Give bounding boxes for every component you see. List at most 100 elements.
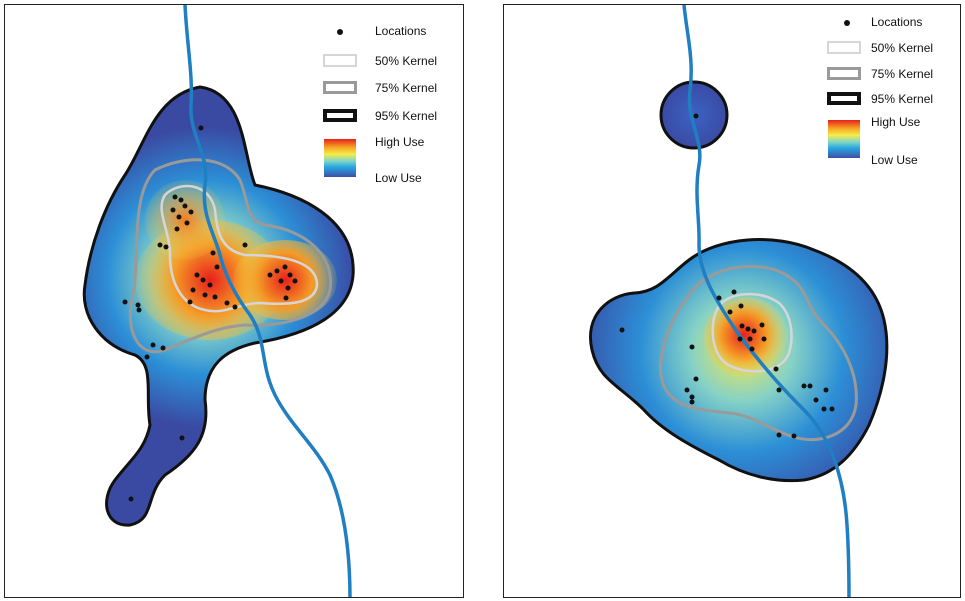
location-point: [684, 387, 690, 393]
location-point: [747, 336, 753, 342]
location-point: [619, 327, 625, 333]
location-point: [176, 214, 182, 220]
location-point: [739, 323, 745, 329]
use-color-ramp-icon: [324, 139, 356, 177]
location-point: [198, 125, 204, 131]
kernel-95-swatch-icon: [827, 92, 861, 105]
location-point: [287, 272, 293, 278]
use-color-ramp-icon: [828, 120, 860, 158]
location-point: [207, 282, 213, 288]
location-point: [292, 278, 298, 284]
location-point: [170, 207, 176, 213]
kernel-50-swatch-icon: [323, 54, 357, 67]
location-point: [163, 244, 169, 250]
legend-kernel-75-label: 75% Kernel: [871, 67, 934, 81]
hotspot-left-3: [145, 180, 225, 260]
location-points-left: [122, 125, 298, 502]
location-point: [274, 268, 280, 274]
legend-high-use-label: High Use: [871, 115, 921, 129]
location-point: [283, 295, 289, 301]
location-point: [187, 299, 193, 305]
legend-low-use-label: Low Use: [871, 153, 918, 167]
kernel-75-contour-left: [128, 158, 333, 354]
location-point: [224, 300, 230, 306]
location-point: [727, 309, 733, 315]
legend-locations-label: Locations: [871, 15, 923, 29]
location-point: [737, 336, 743, 342]
location-point: [801, 383, 807, 389]
legend-kernel-50-label: 50% Kernel: [375, 54, 438, 68]
location-point: [174, 226, 180, 232]
location-point: [773, 366, 779, 372]
location-dot-icon: [844, 20, 850, 26]
location-point: [716, 295, 722, 301]
kernel-density-map-left: [82, 5, 355, 597]
location-point: [745, 326, 751, 332]
location-point: [150, 342, 156, 348]
location-point: [122, 299, 128, 305]
location-point: [157, 242, 163, 248]
location-point: [731, 289, 737, 295]
location-point: [194, 272, 200, 278]
location-point: [160, 345, 166, 351]
location-point: [135, 302, 141, 308]
location-point: [829, 406, 835, 412]
kernel-75-swatch-icon: [827, 67, 861, 80]
location-point: [689, 394, 695, 400]
location-point: [188, 209, 194, 215]
location-point: [751, 328, 757, 334]
location-point: [212, 294, 218, 300]
legend-low-use-label: Low Use: [375, 171, 422, 185]
location-point: [202, 292, 208, 298]
location-point: [693, 376, 699, 382]
location-point: [172, 194, 178, 200]
location-point: [749, 346, 755, 352]
location-points-right: [619, 113, 835, 439]
legend-kernel-95-label: 95% Kernel: [375, 109, 438, 123]
kernel-75-contour-right: [659, 265, 858, 442]
river-left: [183, 5, 352, 597]
kernel-50-contour-right: [711, 292, 793, 373]
location-point: [821, 406, 827, 412]
location-point: [761, 336, 767, 342]
location-point: [791, 433, 797, 439]
location-point: [282, 264, 288, 270]
location-point: [823, 387, 829, 393]
legend-kernel-95-label: 95% Kernel: [871, 92, 934, 106]
hotspot-left-2: [233, 240, 337, 320]
location-point: [285, 285, 291, 291]
kernel-95-swatch-icon: [323, 109, 357, 122]
location-point: [190, 287, 196, 293]
legend-left: Locations 50% Kernel 75% Kernel 95% Kern…: [323, 23, 463, 193]
kernel-50-contour-left: [160, 184, 319, 313]
location-point: [693, 113, 699, 119]
location-point: [144, 354, 150, 360]
location-point: [210, 250, 216, 256]
map-panel-right: Locations 50% Kernel 75% Kernel 95% Kern…: [503, 4, 961, 598]
location-point: [776, 387, 782, 393]
legend-right: Locations 50% Kernel 75% Kernel 95% Kern…: [824, 15, 960, 175]
map-panel-left: Locations 50% Kernel 75% Kernel 95% Kern…: [4, 4, 464, 598]
legend-kernel-75-label: 75% Kernel: [375, 81, 438, 95]
location-point: [267, 272, 273, 278]
legend-high-use-label: High Use: [375, 135, 425, 149]
kernel-density-map-right: [589, 5, 889, 597]
location-point: [242, 242, 248, 248]
kernel-50-swatch-icon: [827, 41, 861, 54]
hotspot-right-1: [704, 297, 788, 377]
location-point: [738, 303, 744, 309]
location-point: [179, 435, 185, 441]
location-point: [214, 264, 220, 270]
legend-locations-label: Locations: [375, 24, 427, 38]
location-point: [184, 220, 190, 226]
legend-kernel-50-label: 50% Kernel: [871, 41, 934, 55]
river-right: [682, 5, 851, 597]
location-point: [807, 383, 813, 389]
location-point: [136, 307, 142, 313]
location-point: [776, 432, 782, 438]
location-point: [759, 322, 765, 328]
kernel-75-swatch-icon: [323, 81, 357, 94]
location-point: [813, 397, 819, 403]
location-point: [232, 304, 238, 310]
location-point: [200, 277, 206, 283]
